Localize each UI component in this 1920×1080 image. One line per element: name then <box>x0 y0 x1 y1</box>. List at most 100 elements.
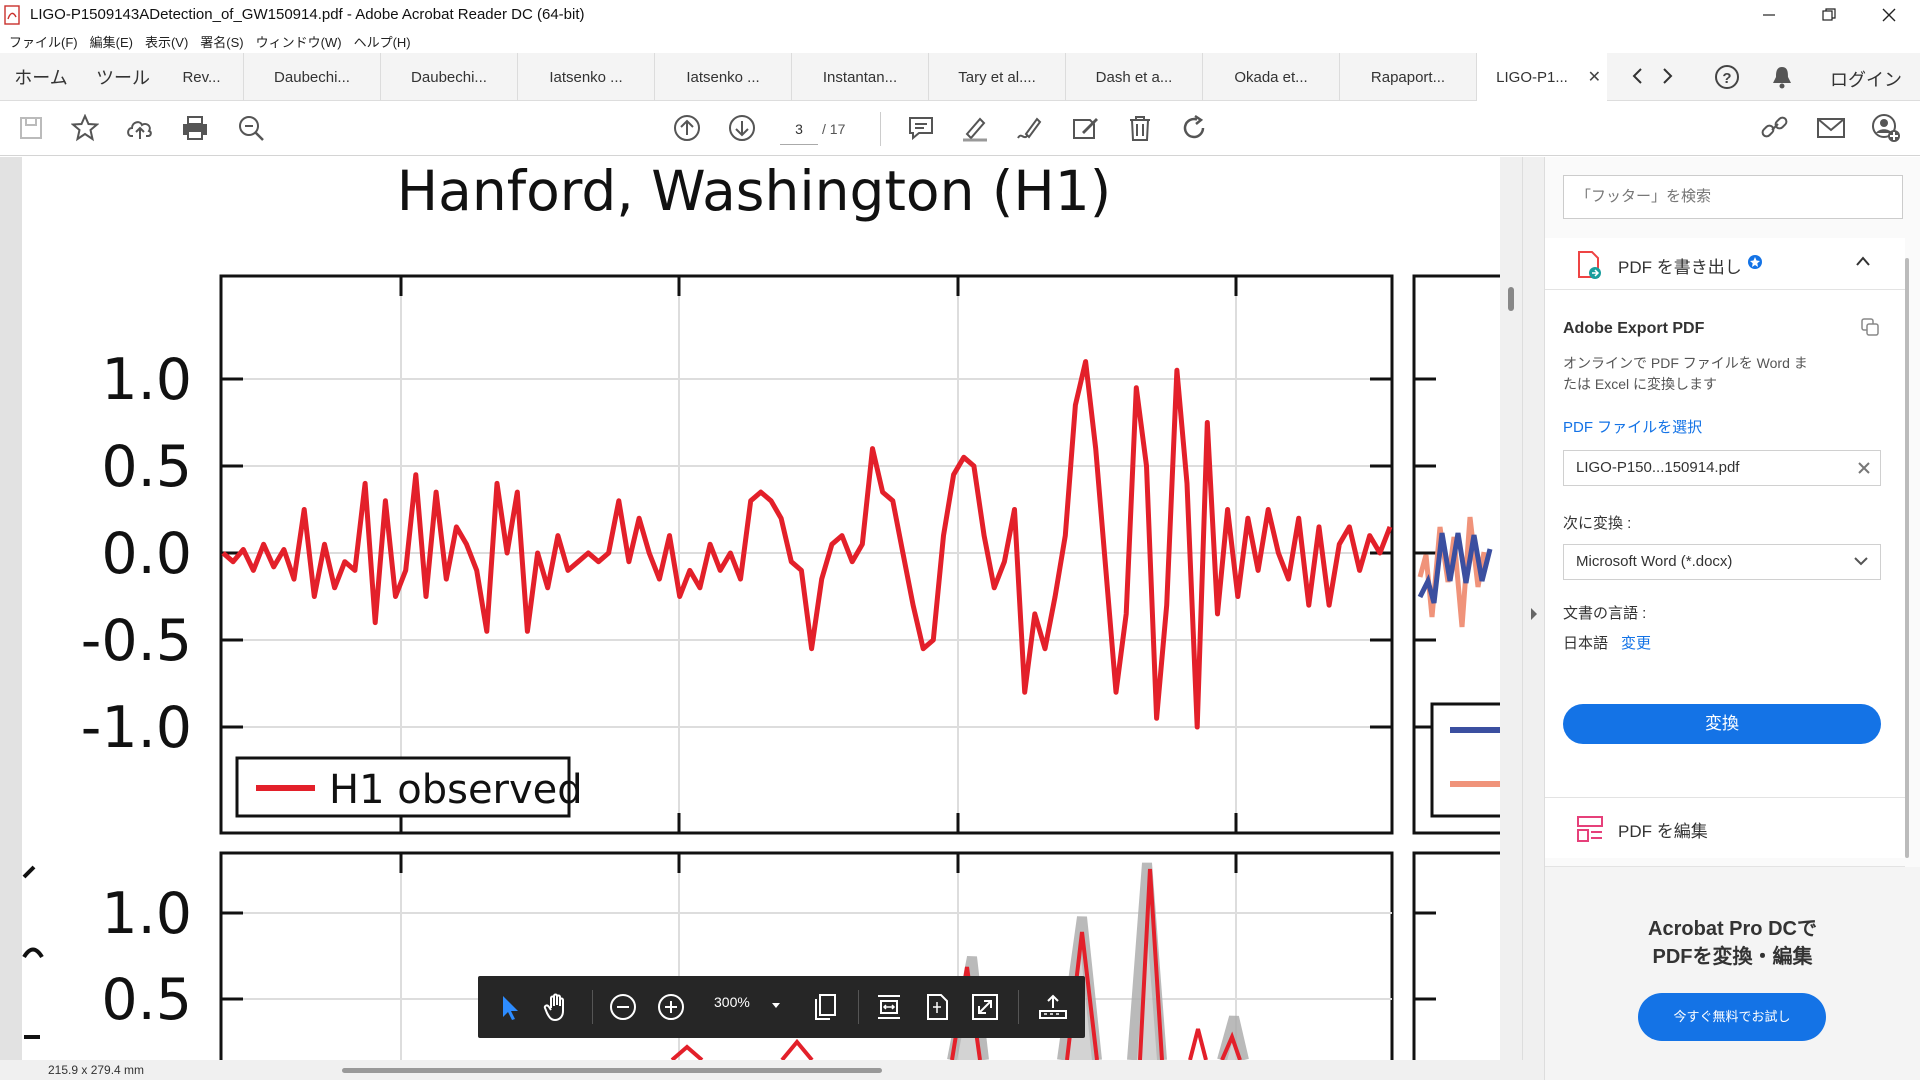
menu-bar: ファイル(F) 編集(E) 表示(V) 署名(S) ウィンドウ(W) ヘルプ(H… <box>0 29 1920 53</box>
lower-right-plot-frame <box>1412 851 1500 1060</box>
y-tick-label: -1.0 <box>81 695 192 761</box>
fit-width-icon[interactable] <box>872 990 906 1024</box>
vertical-scrollbar[interactable] <box>1500 157 1522 1060</box>
doc-tab-active[interactable]: LIGO-P1... ✕ <box>1477 53 1607 101</box>
remove-file-icon[interactable] <box>1857 461 1871 475</box>
login-button[interactable]: ログイン <box>1830 70 1902 90</box>
export-description-line: オンラインで PDF ファイルを Word ま <box>1563 355 1808 371</box>
convert-button[interactable]: 変換 <box>1563 704 1881 744</box>
tab-scroll-left-icon[interactable] <box>1631 67 1645 85</box>
page-down-icon[interactable] <box>725 111 759 145</box>
add-user-icon[interactable] <box>1869 111 1903 145</box>
page-up-icon[interactable] <box>670 111 704 145</box>
doc-tab[interactable]: Dash et a... <box>1066 53 1203 101</box>
menu-window[interactable]: ウィンドウ(W) <box>255 34 342 50</box>
restore-button[interactable] <box>1806 0 1852 29</box>
edit-pdf-tool[interactable]: PDF を編集 <box>1618 822 1708 841</box>
panel-divider <box>1545 289 1905 290</box>
tab-home[interactable]: ホーム <box>14 68 68 88</box>
save-icon[interactable] <box>14 111 48 145</box>
read-mode-icon[interactable] <box>1036 990 1070 1024</box>
export-info-icon[interactable] <box>1860 317 1880 337</box>
right-panel-handle[interactable] <box>1522 157 1544 1060</box>
float-divider <box>1018 990 1019 1024</box>
y-tick-label: -0.5 <box>81 608 192 674</box>
help-icon[interactable]: ? <box>1714 64 1740 90</box>
menu-edit[interactable]: 編集(E) <box>89 34 133 50</box>
lower-plot-frame <box>219 851 1394 1060</box>
tools-search-input[interactable]: 「フッター」を検索 <box>1563 175 1903 219</box>
window-title: LIGO-P1509143ADetection_of_GW150914.pdf … <box>30 6 585 23</box>
comment-icon[interactable] <box>904 111 938 145</box>
menu-sign[interactable]: 署名(S) <box>200 34 244 50</box>
page-number-input[interactable]: 3 <box>780 113 818 145</box>
convert-format-select[interactable]: Microsoft Word (*.docx) <box>1563 544 1881 580</box>
right-legend-box <box>1430 702 1500 818</box>
collapse-right-panel-icon[interactable] <box>1529 607 1539 621</box>
page-size-label: 215.9 x 279.4 mm <box>48 1063 145 1077</box>
upload-cloud-icon[interactable] <box>123 111 157 145</box>
panel-scrollbar[interactable] <box>1905 258 1909 858</box>
premium-badge-icon <box>1748 255 1762 269</box>
select-pdf-link[interactable]: PDF ファイルを選択 <box>1563 419 1703 436</box>
close-window-button[interactable] <box>1866 0 1912 29</box>
edit-pdf-icon <box>1577 816 1603 842</box>
promo-title-line: PDFを変換・編集 <box>1652 946 1813 968</box>
collapse-chevron-icon[interactable] <box>1855 255 1871 267</box>
doc-tab[interactable]: Tary et al.... <box>929 53 1066 101</box>
doc-tab[interactable]: Okada et... <box>1203 53 1340 101</box>
delete-trash-icon[interactable] <box>1123 111 1157 145</box>
hand-tool-icon[interactable] <box>540 990 574 1024</box>
notification-bell-icon[interactable] <box>1770 64 1794 90</box>
doc-tab[interactable]: Daubechi... <box>381 53 518 101</box>
tab-bar: ホーム ツール Rev... Daubechi... Daubechi... I… <box>0 53 1920 101</box>
free-trial-button[interactable]: 今すぐ無料でお試し <box>1638 993 1826 1041</box>
scroll-thumb[interactable] <box>1508 287 1514 311</box>
menu-file[interactable]: ファイル(F) <box>9 34 78 50</box>
doc-tab[interactable]: Daubechi... <box>244 53 381 101</box>
title-bar: LIGO-P1509143ADetection_of_GW150914.pdf … <box>0 0 1920 29</box>
zoom-out-icon[interactable] <box>606 990 640 1024</box>
series-line-h1 <box>221 359 1393 730</box>
menu-help[interactable]: ヘルプ(H) <box>353 34 411 50</box>
promo-title-line: Acrobat Pro DCで <box>1648 918 1817 940</box>
highlight-pen-icon[interactable] <box>958 111 992 145</box>
fit-page-icon[interactable] <box>920 990 954 1024</box>
select-cursor-icon[interactable] <box>492 990 526 1024</box>
chart-figure: Hanford, Washington (H1) 1.0 0.5 0.0 -0.5 -1… <box>22 159 1500 1060</box>
lower-envelope <box>947 862 1249 1060</box>
tab-scroll-right-icon[interactable] <box>1660 67 1674 85</box>
doc-tab[interactable]: Rapaport... <box>1340 53 1477 101</box>
svg-text:?: ? <box>1722 70 1731 87</box>
doc-tab[interactable]: Rev... <box>160 53 244 101</box>
y-tick-label: 0.5 <box>101 434 192 500</box>
y-axis-label-fragment <box>22 865 44 1039</box>
doc-tab[interactable]: Iatsenko ... <box>655 53 792 101</box>
tab-tools[interactable]: ツール <box>96 68 150 88</box>
panel-divider <box>1545 866 1905 867</box>
fill-sign-icon[interactable] <box>1068 111 1102 145</box>
export-pdf-header[interactable]: PDF を書き出し <box>1618 258 1742 277</box>
rotate-icon[interactable] <box>1178 111 1212 145</box>
page-view-icon[interactable] <box>808 990 842 1024</box>
share-link-icon[interactable] <box>1758 111 1792 145</box>
zoom-level[interactable]: 300% <box>714 994 750 1010</box>
menu-view[interactable]: 表示(V) <box>144 34 189 50</box>
zoom-in-icon[interactable] <box>654 990 688 1024</box>
y-tick-label: 0.5 <box>101 967 192 1033</box>
chevron-down-icon[interactable] <box>1853 556 1869 566</box>
horizontal-scroll-thumb[interactable] <box>342 1068 882 1073</box>
bookmark-star-icon[interactable] <box>68 111 102 145</box>
full-screen-icon[interactable] <box>968 990 1002 1024</box>
doc-tab[interactable]: Instantan... <box>792 53 929 101</box>
doc-tab[interactable]: Iatsenko ... <box>518 53 655 101</box>
close-tab-icon[interactable]: ✕ <box>1587 69 1601 86</box>
document-viewport[interactable]: Hanford, Washington (H1) 1.0 0.5 0.0 -0.5 -1… <box>0 157 1544 1060</box>
draw-icon[interactable] <box>1013 111 1047 145</box>
zoom-dropdown-icon[interactable] <box>771 1002 781 1010</box>
email-icon[interactable] <box>1814 111 1848 145</box>
print-icon[interactable] <box>178 111 212 145</box>
change-language-link[interactable]: 変更 <box>1621 635 1652 652</box>
minimize-button[interactable] <box>1746 0 1792 29</box>
zoom-search-icon[interactable] <box>234 111 268 145</box>
